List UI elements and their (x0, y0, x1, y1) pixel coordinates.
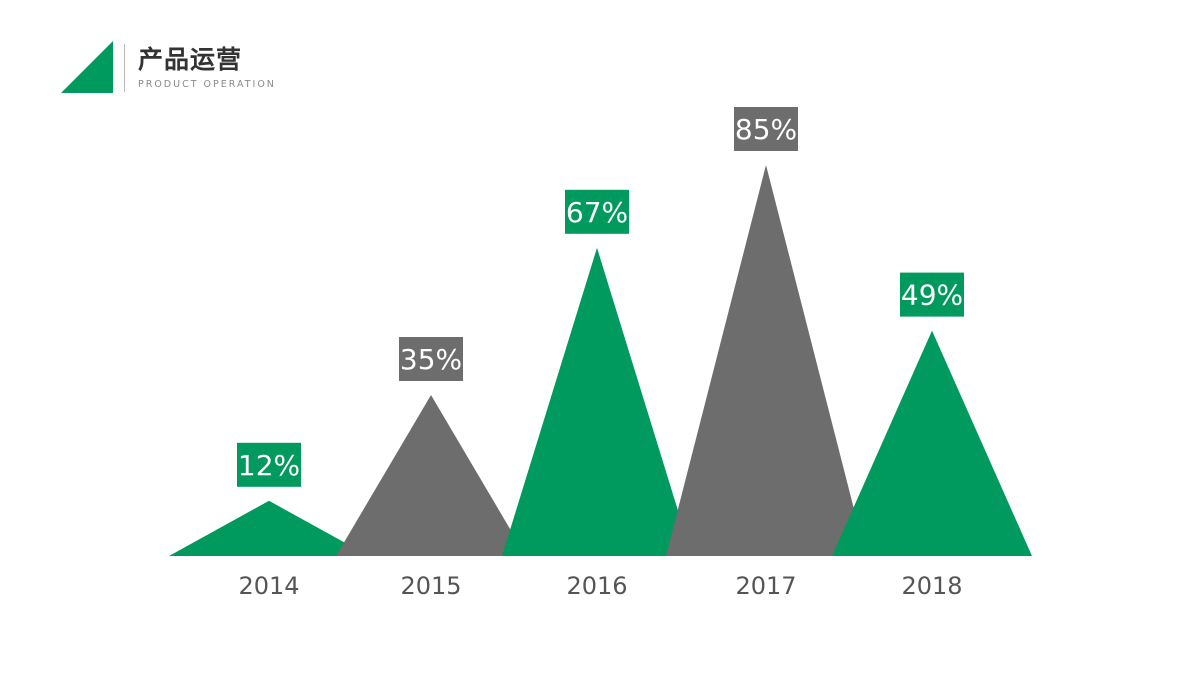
data-label-box-2018 (900, 272, 964, 317)
chart-data-labels: 12% 35% 67% 85% 49% (237, 107, 964, 487)
bar-triangle-2015 (336, 395, 526, 556)
data-label-box-2014 (237, 442, 301, 487)
data-label-2016: 67% (566, 196, 628, 229)
x-tick-label-2017: 2017 (735, 572, 796, 600)
logo-triangle (61, 41, 113, 93)
bar-triangle-2017 (666, 165, 866, 556)
data-label-2018: 49% (901, 279, 963, 312)
data-label-2017: 85% (735, 113, 797, 146)
x-tick-label-2014: 2014 (238, 572, 299, 600)
header-divider (124, 44, 125, 92)
chart-marks (169, 165, 1032, 557)
bar-triangle-2018 (832, 330, 1032, 556)
bar-triangle-2016 (502, 247, 692, 557)
data-label-box-2015 (399, 337, 463, 381)
x-tick-label-2018: 2018 (901, 572, 962, 600)
chart-x-axis: 2014 2015 2016 2017 2018 (238, 572, 962, 600)
data-label-box-2016 (565, 189, 629, 234)
page-title: 产品运营 (138, 45, 243, 74)
data-label-box-2017 (734, 107, 798, 151)
triangle-logo-icon (61, 41, 113, 93)
data-label-2015: 35% (400, 343, 462, 376)
data-label-2014: 12% (238, 449, 300, 482)
bar-triangle-2014 (169, 500, 369, 556)
header: 产品运营 PRODUCT OPERATION (0, 0, 600, 110)
x-tick-label-2015: 2015 (400, 572, 461, 600)
page-subtitle: PRODUCT OPERATION (138, 79, 276, 90)
x-tick-label-2016: 2016 (566, 572, 627, 600)
